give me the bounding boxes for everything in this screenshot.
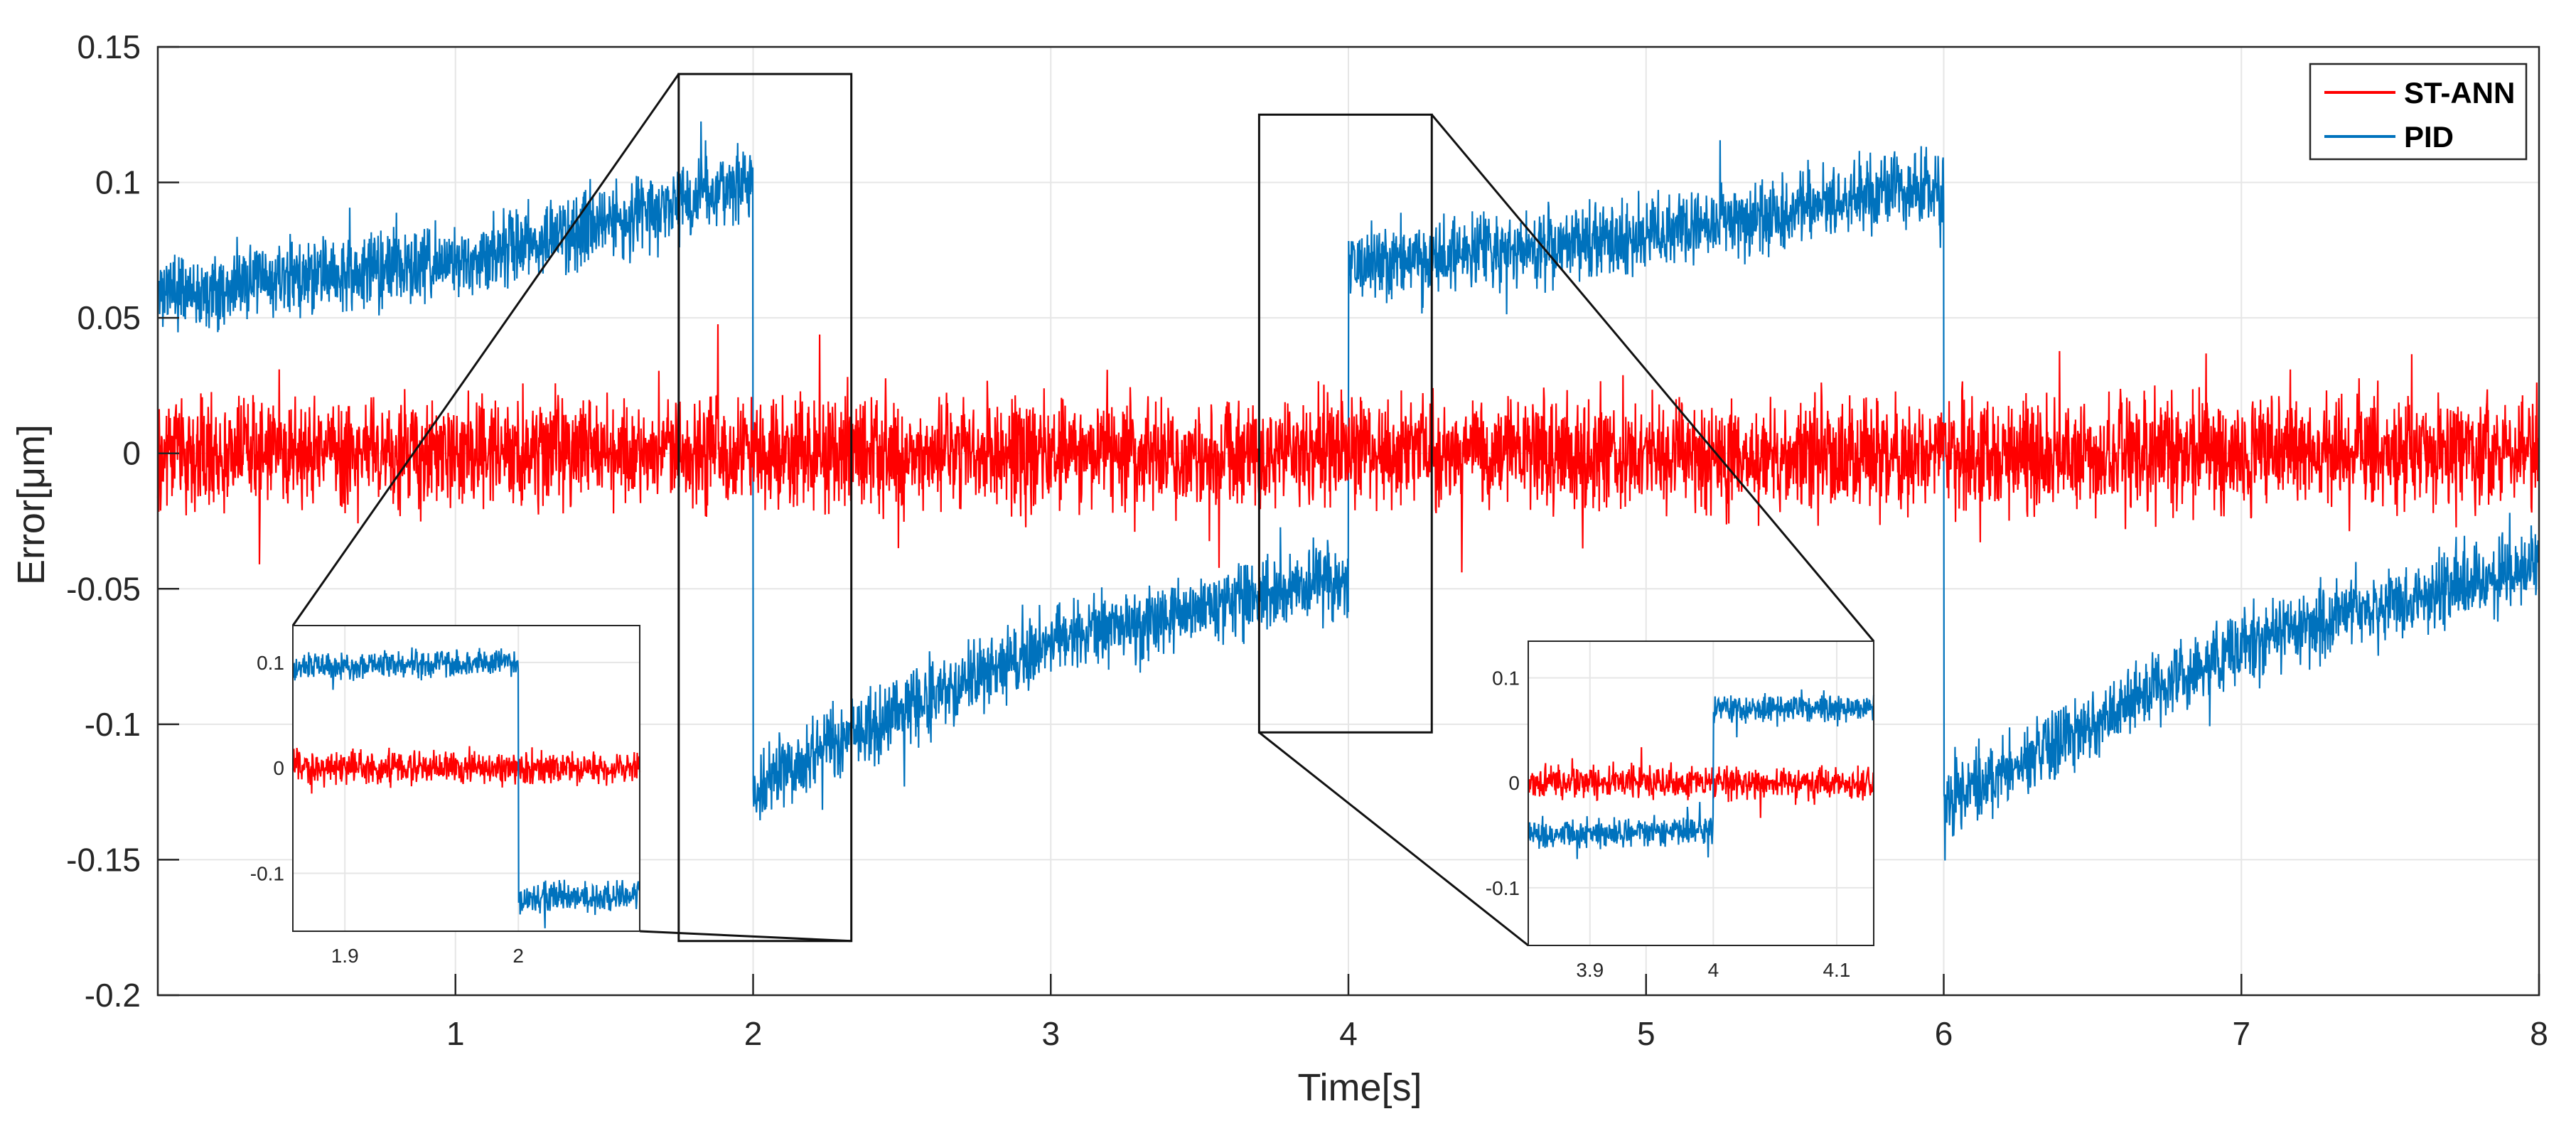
legend-label: ST-ANN: [2404, 76, 2515, 109]
y-tick-label: 0.1: [95, 164, 141, 201]
inset-y-tick-label: 0.1: [1492, 667, 1520, 690]
y-tick-label: 0.05: [77, 299, 141, 336]
legend: ST-ANN PID: [2309, 63, 2528, 161]
inset-plot: 3.9 4 4.1 0.1 0 -0.1: [1486, 640, 1875, 981]
inset-y-tick-label: 0: [1508, 772, 1520, 794]
zoom-rectangle: [677, 73, 853, 943]
inset-x-tick-label: 1.9: [331, 945, 359, 967]
x-tick-label: 2: [744, 1015, 763, 1052]
zoom-rectangle: [1257, 113, 1433, 734]
inset-x-tick-label: 4: [1708, 959, 1719, 981]
x-tick-label: 4: [1339, 1015, 1358, 1052]
y-tick-label: 0.15: [77, 28, 141, 65]
inset-y-tick-label: 0: [273, 757, 284, 779]
zoom-connector-line: [291, 73, 680, 626]
insets: 1.9 2 0.1 0 -0.1 3.9 4 4.1 0.1 0 -0.1: [250, 625, 1875, 981]
y-axis-title: Error[μm]: [10, 424, 53, 585]
x-tick-label: 3: [1041, 1015, 1060, 1052]
inset-series-line-pid: [291, 647, 640, 928]
inset-series-line-pid: [1527, 689, 1875, 859]
x-axis-title: Time[s]: [1298, 1066, 1422, 1109]
x-tick-label: 1: [446, 1015, 465, 1052]
x-tick-label: 7: [2232, 1015, 2250, 1052]
inset-series-line-st-ann: [291, 746, 641, 794]
inset-x-tick-label: 3.9: [1576, 959, 1604, 981]
inset-x-tick-label: 4.1: [1823, 959, 1850, 981]
legend-label: PID: [2404, 120, 2454, 154]
zoom-connector-line: [639, 930, 852, 943]
inset-y-tick-label: -0.1: [250, 862, 284, 884]
series-line-st-ann: [156, 324, 2540, 573]
x-tick-label: 8: [2530, 1015, 2548, 1052]
y-tick-label: -0.1: [85, 706, 141, 743]
zoom-connectors: [291, 73, 1875, 947]
zoom-connector-line: [1431, 114, 1875, 642]
y-tick-label: -0.2: [85, 977, 141, 1014]
y-tick-label: -0.15: [66, 841, 141, 878]
inset-axes-box: [1528, 640, 1874, 946]
inset-series-line-st-ann: [1527, 747, 1875, 818]
inset-y-tick-label: 0.1: [257, 652, 284, 674]
inset-plot: 1.9 2 0.1 0 -0.1: [250, 625, 641, 967]
inset-x-tick-label: 2: [512, 945, 524, 967]
zoom-connector-line: [1258, 731, 1529, 947]
inset-area: [1528, 641, 1874, 945]
y-tick-label: 0: [122, 435, 141, 472]
inset-y-tick-label: -0.1: [1486, 877, 1520, 899]
inset-axes-box: [292, 625, 640, 932]
x-tick-label: 5: [1637, 1015, 1655, 1052]
x-tick-label: 6: [1935, 1015, 1953, 1052]
y-tick-label: -0.05: [66, 570, 141, 607]
legend-box: [2309, 63, 2528, 161]
